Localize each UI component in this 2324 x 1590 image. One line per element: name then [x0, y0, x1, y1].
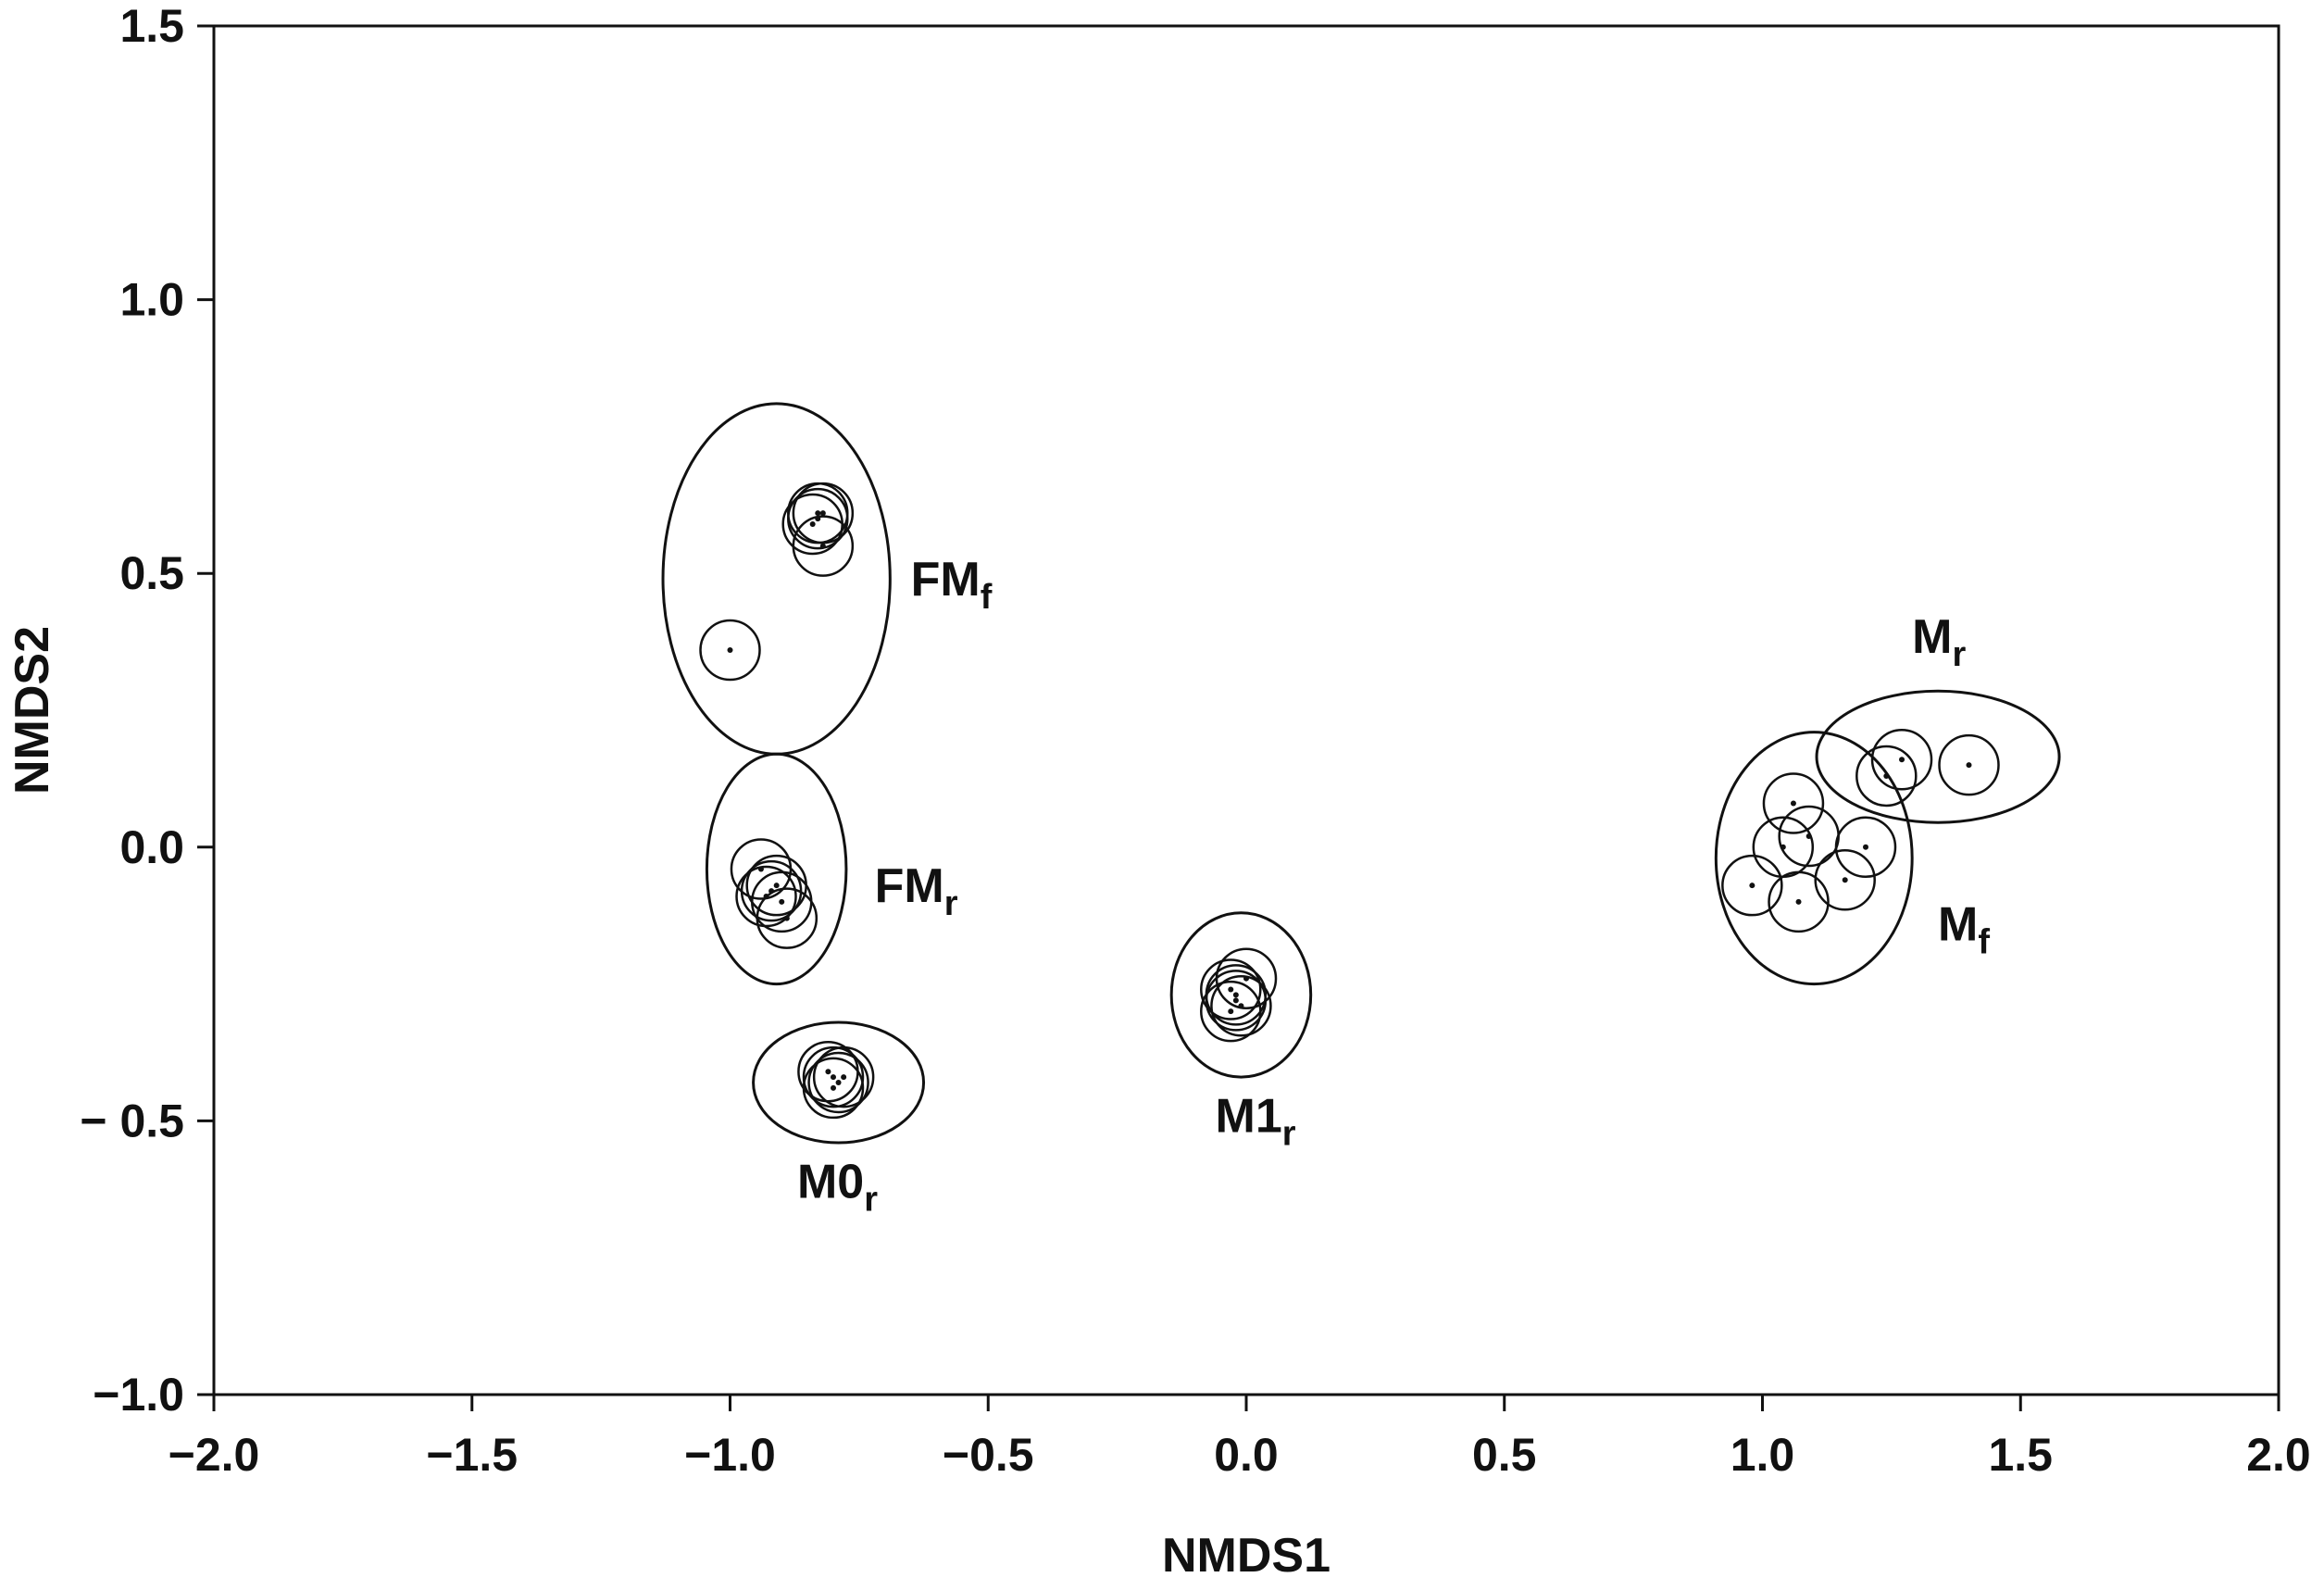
- sample-point: [1228, 986, 1234, 993]
- sample-circle: [787, 482, 849, 545]
- sample-point: [1966, 762, 1972, 769]
- group-label: M1r: [1216, 1089, 1296, 1153]
- sample-point: [831, 1084, 836, 1091]
- sample-circle: [1855, 745, 1918, 808]
- x-tick-label: −2.0: [169, 1429, 260, 1481]
- y-tick-label: 0.5: [119, 547, 184, 599]
- sample-point: [1790, 800, 1796, 807]
- sample-point: [1805, 833, 1812, 839]
- sample-point: [1863, 844, 1868, 850]
- sample-point: [1899, 757, 1905, 763]
- sample-circle: [740, 859, 803, 922]
- sample-point: [1232, 997, 1239, 1004]
- sample-circle: [797, 1040, 859, 1103]
- group-m-f: Mf: [1714, 731, 1990, 986]
- sample-point: [1795, 898, 1802, 905]
- group-label: FMr: [875, 859, 958, 923]
- y-axis-title: NMDS2: [6, 626, 59, 795]
- sample-point: [1238, 1003, 1244, 1009]
- sample-point: [768, 888, 775, 895]
- sample-point: [727, 646, 733, 653]
- sample-point: [835, 1080, 842, 1086]
- group-label: Mr: [1912, 610, 1966, 674]
- sample-point: [1228, 1008, 1234, 1015]
- sample-point: [841, 1074, 847, 1081]
- sample-circle: [1870, 728, 1933, 791]
- sample-point: [1232, 992, 1239, 998]
- sample-circle: [1200, 958, 1262, 1020]
- group-fm-r: FMr: [705, 752, 958, 986]
- sample-circle: [1210, 974, 1272, 1037]
- sample-circle: [1768, 870, 1830, 933]
- x-axis: −2.0 −1.5 −1.0 −0.5 0.0 0.5 1.0 1.5 2.0: [169, 1395, 2311, 1481]
- sample-point: [779, 898, 785, 905]
- y-tick-label: 0.0: [119, 821, 184, 873]
- sample-point: [1749, 883, 1755, 889]
- group-ellipse: [1169, 911, 1313, 1079]
- sample-circle: [1721, 854, 1783, 917]
- group-m-r: Mr: [1815, 610, 2061, 824]
- group-ellipse: [705, 752, 848, 986]
- plot-frame: [212, 24, 2280, 1396]
- group-ellipse: [752, 1020, 926, 1145]
- group-fm-f: FMf: [661, 402, 993, 756]
- x-tick-label: 0.0: [1214, 1429, 1279, 1481]
- group-label: Mf: [1938, 898, 1990, 962]
- sample-circle: [1205, 970, 1268, 1032]
- sample-circle: [699, 619, 761, 682]
- x-tick-label: 0.5: [1472, 1429, 1537, 1481]
- sample-circle: [1200, 980, 1262, 1043]
- sample-point: [819, 543, 826, 549]
- group-label: M0r: [797, 1155, 878, 1219]
- sample-point: [825, 1069, 831, 1075]
- x-tick-label: −0.5: [943, 1429, 1034, 1481]
- plot-area: FMf FMr M0r M1r Mr Mf: [661, 402, 2061, 1219]
- x-tick-label: 1.0: [1731, 1429, 1795, 1481]
- group-label: FMf: [911, 553, 993, 617]
- y-tick-label: 1.5: [119, 0, 184, 52]
- x-tick-label: 2.0: [2246, 1429, 2311, 1481]
- sample-point: [831, 1074, 836, 1081]
- group-ellipse: [661, 402, 892, 756]
- x-tick-label: −1.0: [684, 1429, 776, 1481]
- group-ellipse: [1815, 689, 2061, 824]
- sample-point: [809, 520, 816, 527]
- group-m0-r: M0r: [752, 1020, 926, 1219]
- sample-circle: [792, 515, 855, 577]
- y-tick-label: 1.0: [119, 274, 184, 326]
- group-ellipse: [1714, 731, 1914, 986]
- x-axis-title: NMDS1: [1162, 1529, 1331, 1583]
- sample-circle: [802, 1045, 865, 1108]
- y-tick-label: −1.0: [93, 1369, 184, 1421]
- x-tick-label: 1.5: [1988, 1429, 2053, 1481]
- sample-circle: [756, 887, 818, 949]
- y-axis: 1.5 1.0 0.5 0.0 − 0.5 −1.0: [80, 0, 214, 1421]
- sample-point: [819, 510, 826, 517]
- sample-circle: [1762, 772, 1825, 834]
- y-tick-label: − 0.5: [80, 1095, 184, 1146]
- sample-point: [815, 510, 821, 517]
- sample-circle: [1938, 733, 2000, 796]
- sample-point: [1842, 877, 1848, 883]
- x-tick-label: −1.5: [426, 1429, 518, 1481]
- sample-point: [773, 883, 780, 889]
- sample-circle: [807, 1051, 869, 1114]
- sample-circle: [1834, 816, 1897, 879]
- group-m1-r: M1r: [1169, 911, 1313, 1153]
- sample-circle: [1814, 849, 1876, 911]
